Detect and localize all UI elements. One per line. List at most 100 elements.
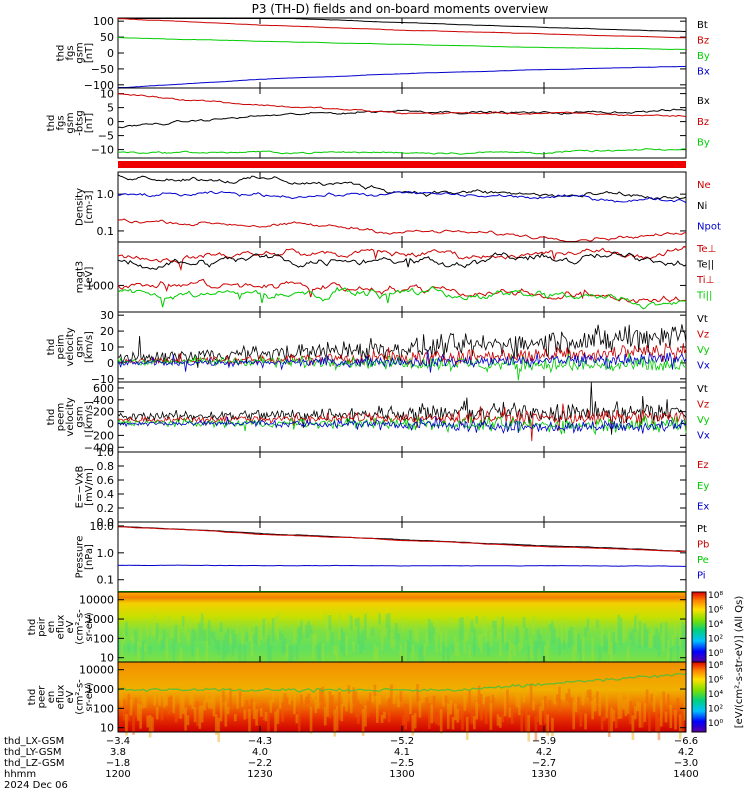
spectrogram-streak (371, 627, 374, 637)
spectrogram-streak (633, 706, 637, 720)
spectrogram-streak (217, 640, 221, 656)
panel-frame (117, 311, 687, 383)
spectrogram-streak (437, 708, 441, 726)
spectrogram-streak (323, 706, 327, 726)
spectrogram-streak (558, 637, 561, 656)
y-tick-label: −5 (98, 130, 114, 143)
spectrogram-streak (491, 620, 495, 629)
spectrogram-streak (364, 705, 367, 727)
spectrogram-streak (347, 613, 351, 628)
panel-frame (117, 451, 687, 523)
y-axis-label: thd (56, 45, 67, 62)
spectrogram-streak (290, 700, 294, 712)
spectrogram-streak (219, 622, 223, 633)
spectrogram-streak (420, 685, 424, 703)
spectrogram-streak (155, 706, 159, 720)
spectrogram-streak (309, 706, 313, 734)
spectrogram-streak (226, 628, 230, 654)
spectrogram-streak (413, 621, 417, 641)
spectrogram-streak (411, 644, 415, 658)
spectrogram-streak (420, 644, 424, 672)
y-axis-label: velocity (65, 397, 76, 436)
spectrogram-streak (572, 644, 576, 662)
legend-entry: Bz (697, 117, 709, 128)
panel-frame (117, 87, 687, 159)
spectrogram-streak (215, 714, 218, 736)
series-line-Ni (117, 174, 687, 201)
spectrogram-streak (338, 613, 341, 641)
spectrogram-streak (238, 642, 242, 667)
spectrogram-streak (683, 699, 687, 721)
y-axis-label: Pressure (75, 536, 86, 579)
y-axis-label: E=−VxB (75, 466, 86, 509)
spectrogram-streak (406, 705, 410, 722)
spectrogram-streak (444, 629, 448, 647)
spectrogram-streak (264, 711, 268, 722)
spectrogram-streak (196, 700, 199, 726)
spectrograms (117, 591, 687, 743)
spectrogram-streak (283, 638, 287, 652)
spectrogram-streak (607, 630, 611, 655)
legend-entry: Te|| (696, 260, 714, 271)
spectrogram-streak (454, 703, 457, 721)
spectrogram-streak (281, 702, 284, 722)
spectrogram-streak (283, 693, 287, 710)
spectrogram-streak (572, 701, 576, 730)
y-axis-label: en (46, 621, 57, 634)
spectrogram-streak (203, 629, 206, 642)
spectrogram-streak (288, 645, 292, 667)
y-axis-label: thd (27, 619, 38, 636)
legend-entry: Pb (697, 540, 709, 551)
spectrogram-streak (560, 618, 564, 643)
y-tick-label: 100 (93, 702, 114, 715)
spectrogram-streak (295, 714, 299, 724)
x-row-label: thd_LX-GSM (4, 736, 64, 747)
spectrogram-streak (551, 620, 554, 646)
y-tick-label: 400 (93, 394, 114, 407)
y-axis-label: gsm (75, 336, 86, 357)
spectrogram-streak (458, 618, 462, 639)
spectrogram-streak (297, 626, 301, 645)
spectrogram-streak (255, 626, 258, 646)
series-line-Bz (118, 18, 687, 39)
spectrogram-streak (596, 691, 599, 704)
legend-entry: Vt (697, 384, 708, 395)
spectrogram-streak (174, 708, 178, 723)
spectrogram-streak (428, 703, 431, 729)
x-tick-label: −5.9 (532, 736, 556, 747)
spectrogram-streak (584, 713, 587, 730)
spectrogram-streak (541, 700, 545, 711)
spectrogram-streak (132, 716, 135, 735)
spectrogram-boundary (117, 673, 687, 693)
spectrogram-streak (553, 684, 557, 705)
spectrogram-streak (610, 707, 613, 732)
spectrogram-streak (286, 697, 289, 712)
spectrogram-streak (629, 632, 632, 641)
spectrogram-streak (593, 697, 597, 712)
spectrogram-streak (513, 645, 516, 657)
legend-entry: Ez (697, 460, 709, 471)
spectrogram-streak (404, 703, 408, 730)
x-row-label: thd_LY-GSM (4, 747, 61, 758)
spectrogram-streak (496, 714, 500, 726)
spectrogram-streak (383, 711, 386, 719)
spectrogram-streak (349, 693, 353, 714)
spectrogram-streak (454, 635, 457, 655)
spectrogram-streak (233, 714, 237, 722)
spectrogram-streak (619, 693, 623, 719)
spectrogram-streak (418, 700, 422, 718)
spectrogram-streak (262, 618, 266, 637)
spectrogram-streak (581, 687, 585, 706)
spectrogram-streak (510, 705, 514, 724)
spectrogram-streak (210, 630, 213, 639)
spectrogram-streak (269, 644, 273, 666)
spectrogram-streak (496, 615, 500, 639)
spectrogram-streak (399, 691, 403, 702)
spectrogram-streak (468, 690, 471, 713)
spectrogram-streak (122, 630, 126, 645)
legend-entry: Bx (697, 67, 710, 78)
spectrogram-streak (295, 645, 299, 661)
spectrogram-streak (532, 700, 535, 711)
spectrogram-streak (397, 633, 400, 642)
